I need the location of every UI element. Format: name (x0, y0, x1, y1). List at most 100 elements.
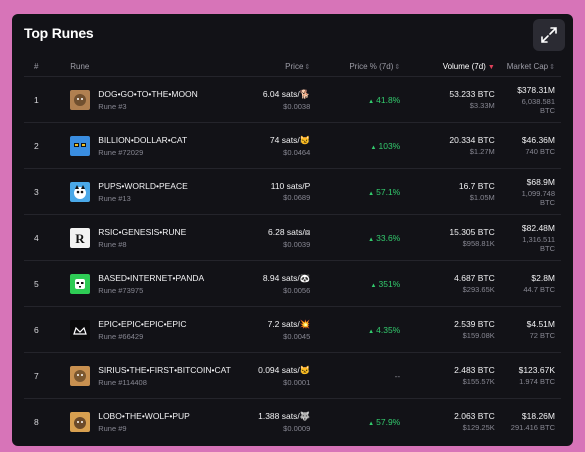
rune-cell: R RSIC•GENESIS•RUNE Rune #8 (62, 214, 244, 261)
rune-cell: EPIC•EPIC•EPIC•EPIC Rune #66429 (62, 306, 244, 353)
rune-name[interactable]: BASED•INTERNET•PANDA (98, 272, 205, 283)
volume-usd: $129.25K (462, 423, 495, 432)
sort-icon: ⇕ (304, 63, 311, 71)
col-header-num: # (24, 56, 63, 77)
price-usd: $0.0464 (283, 147, 311, 157)
market-cap-btc: 44.7 BTC (523, 285, 555, 294)
volume-cell: 53.233 BTC $3.33M (406, 76, 501, 123)
rune-logo-icon (70, 181, 91, 202)
price-change-value: 41.8% (376, 94, 401, 105)
svg-text:R: R (76, 231, 86, 246)
volume-cell: 2.483 BTC $155.57K (406, 352, 501, 399)
up-triangle-icon: ▲ (368, 236, 375, 243)
rune-logo-icon (70, 273, 91, 294)
price-cell: 8.94 sats/🐼 $0.0056 (243, 260, 317, 307)
volume-cell: 2.063 BTC $129.25K (406, 399, 501, 445)
price-cell: 7.2 sats/💥 $0.0045 (243, 306, 317, 353)
rune-name[interactable]: BILLION•DOLLAR•CAT (98, 134, 188, 145)
up-triangle-icon: ▲ (368, 98, 375, 105)
price-change-value: 103% (378, 140, 401, 151)
rune-logo-icon (70, 89, 91, 110)
table-row[interactable]: 5 BASED•INTERNET•PANDA Rune #73975 8.94 sat… (24, 260, 561, 307)
rune-cell: PUPS•WORLD•PEACE Rune #13 (62, 168, 244, 215)
sort-icon: ⇕ (549, 63, 555, 71)
table-row[interactable]: 4 R RSIC•GENESIS•RUNE Rune #8 6.28 sats/⧈ $0.… (24, 214, 561, 261)
price-usd: $0.0001 (283, 377, 311, 387)
rune-logo-icon: R (70, 227, 91, 248)
volume-cell: 16.7 BTC $1.05M (406, 168, 501, 215)
table-row[interactable]: 7 SIRIUS•THE•FIRST•BITCOIN•CAT Rune #11440… (24, 352, 561, 399)
volume-btc: 15.305 BTC (449, 227, 495, 237)
rune-number: Rune #114408 (98, 377, 147, 387)
volume-cell: 4.687 BTC $293.65K (406, 260, 501, 307)
price-change-value: 57.9% (376, 416, 401, 427)
price-cell: 6.04 sats/🐕 $0.0038 (243, 76, 317, 123)
rune-cell: BILLION•DOLLAR•CAT Rune #72029 (62, 122, 244, 169)
price-sats: 8.94 sats/🐼 (262, 272, 311, 283)
col-header-cap[interactable]: Market Cap⇕ (500, 56, 561, 77)
market-cap-usd: $68.9M (526, 176, 555, 187)
expand-button[interactable] (533, 19, 565, 51)
price-sats: 6.28 sats/⧈ (268, 226, 311, 237)
market-cap-usd: $378.31M (517, 84, 555, 95)
table-row[interactable]: 1 DOG•GO•TO•THE•MOON Rune #3 6.04 sats/🐕 $0.… (24, 76, 561, 123)
col-header-price[interactable]: Price⇕ (243, 56, 317, 77)
price-usd: $0.0689 (283, 193, 311, 202)
rune-name[interactable]: DOG•GO•TO•THE•MOON (98, 88, 198, 99)
rune-name[interactable]: LOBO•THE•WOLF•PUP (98, 410, 190, 421)
table-row[interactable]: 6 EPIC•EPIC•EPIC•EPIC Rune #66429 7.2 sats/… (24, 306, 561, 353)
volume-cell: 15.305 BTC $958.81K (406, 214, 501, 261)
price-usd: $0.0039 (283, 239, 311, 249)
rune-logo-icon (70, 411, 91, 432)
row-rank: 8 (34, 416, 39, 427)
table-header-row: # Rune Price⇕ Price % (7d)⇕ Volume (7d) ▼… (24, 56, 561, 77)
up-triangle-icon: ▲ (368, 420, 375, 427)
volume-btc: 2.539 BTC (454, 319, 495, 329)
price-usd: $0.0038 (283, 101, 311, 111)
market-cap-cell: $378.31M 6,038.581 BTC (500, 76, 561, 123)
price-change-value: -- (394, 370, 401, 381)
col-header-rune: Rune (62, 56, 244, 77)
up-triangle-icon: ▲ (370, 282, 377, 289)
row-rank: 1 (24, 76, 63, 123)
sort-icon: ⇕ (394, 63, 401, 71)
rune-name[interactable]: PUPS•WORLD•PEACE (98, 180, 188, 191)
price-change-cell: -- (316, 352, 407, 399)
market-cap-btc: 6,038.581 BTC (521, 96, 555, 115)
rune-name[interactable]: SIRIUS•THE•FIRST•BITCOIN•CAT (98, 364, 231, 375)
market-cap-usd: $4.51M (526, 319, 555, 329)
row-rank: 4 (24, 214, 63, 261)
row-rank: 2 (24, 122, 63, 169)
price-usd: $0.0009 (283, 423, 311, 433)
col-header-volume[interactable]: Volume (7d) ▼ (406, 56, 501, 77)
market-cap-usd: $46.36M (521, 135, 555, 145)
panel-title: Top Runes (24, 25, 94, 41)
volume-cell: 2.539 BTC $159.08K (406, 306, 501, 353)
volume-usd: $958.81K (462, 239, 495, 248)
market-cap-btc: 1.974 BTC (519, 377, 555, 386)
rune-name[interactable]: RSIC•GENESIS•RUNE (98, 226, 187, 237)
volume-usd: $3.33M (469, 101, 495, 110)
rune-logo-icon (70, 135, 91, 156)
rune-number: Rune #66429 (98, 331, 144, 341)
market-cap-cell: $18.26M 291.416 BTC (501, 399, 561, 445)
rune-number: Rune #73975 (98, 285, 144, 295)
price-cell: 74 sats/😼 $0.0464 (243, 122, 317, 169)
top-runes-panel: Top Runes # Rune Price⇕ Price % (7d)⇕ Vo… (12, 14, 573, 446)
market-cap-cell: $82.48M 1,316.511 BTC (500, 214, 561, 261)
rune-cell: DOG•GO•TO•THE•MOON Rune #3 (62, 76, 244, 123)
table-row[interactable]: 8 LOBO•THE•WOLF•PUP Rune #9 1.388 sats/🐺 $0.… (24, 399, 561, 445)
price-sats: 74 sats/😼 (269, 134, 311, 145)
volume-btc: 20.334 BTC (449, 135, 495, 145)
market-cap-btc: 1,099.748 BTC (521, 188, 555, 207)
price-change-cell: ▲ 57.9% (316, 399, 406, 445)
table-row[interactable]: 2 BILLION•DOLLAR•CAT Rune #72029 74 sats/😼 $… (24, 122, 561, 169)
price-change-value: 33.6% (376, 232, 401, 243)
rune-name[interactable]: EPIC•EPIC•EPIC•EPIC (98, 318, 187, 329)
rune-number: Rune #72029 (98, 147, 144, 157)
table-row[interactable]: 3 PUPS•WORLD•PEACE Rune #13 110 sats/P $0.06… (24, 168, 561, 215)
col-header-pct[interactable]: Price % (7d)⇕ (316, 56, 407, 77)
row-rank: 5 (24, 260, 63, 307)
price-usd: $0.0045 (283, 331, 311, 341)
volume-btc: 2.483 BTC (454, 365, 495, 375)
